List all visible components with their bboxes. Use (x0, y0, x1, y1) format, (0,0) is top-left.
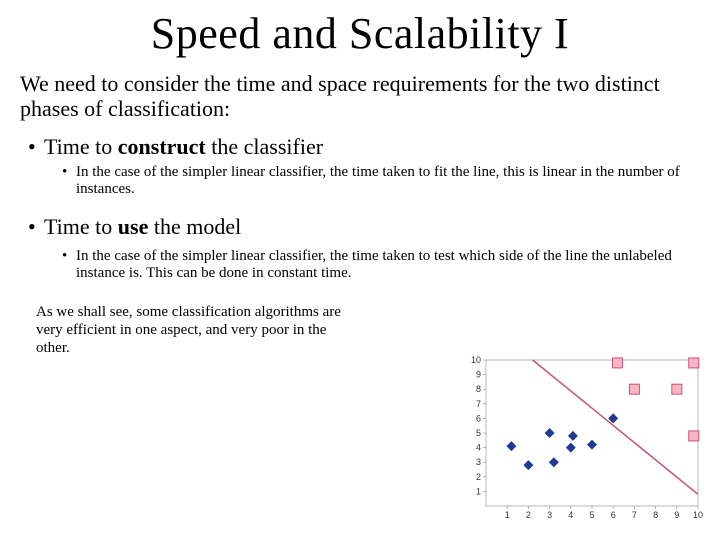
sub-bullet-construct: In the case of the simpler linear classi… (0, 162, 720, 201)
svg-text:9: 9 (674, 510, 679, 520)
svg-text:9: 9 (476, 370, 481, 380)
svg-text:8: 8 (653, 510, 658, 520)
svg-text:2: 2 (476, 472, 481, 482)
svg-text:10: 10 (471, 355, 481, 365)
chart-svg: 1 2 3 4 5 6 7 8 9 10 1 2 3 4 5 6 7 8 9 10 (464, 354, 704, 524)
svg-text:5: 5 (476, 428, 481, 438)
bullet-construct: Time to construct the classifier (0, 126, 720, 162)
svg-text:5: 5 (589, 510, 594, 520)
bullet2-pre: Time to (44, 214, 118, 239)
bullet-use: Time to use the model (0, 200, 720, 242)
svg-text:7: 7 (476, 399, 481, 409)
page-title: Speed and Scalability I (0, 0, 720, 59)
sub-bullet-use: In the case of the simpler linear classi… (0, 242, 720, 285)
bullet2-bold: use (118, 214, 149, 239)
svg-text:6: 6 (476, 413, 481, 423)
scatter-chart: 1 2 3 4 5 6 7 8 9 10 1 2 3 4 5 6 7 8 9 10 (464, 354, 704, 524)
bullet1-post: the classifier (206, 134, 323, 159)
svg-text:3: 3 (547, 510, 552, 520)
svg-text:2: 2 (526, 510, 531, 520)
svg-text:10: 10 (693, 510, 703, 520)
bullet1-bold: construct (118, 134, 206, 159)
svg-text:1: 1 (476, 486, 481, 496)
intro-text: We need to consider the time and space r… (0, 59, 720, 126)
svg-text:3: 3 (476, 457, 481, 467)
svg-text:8: 8 (476, 384, 481, 394)
bullet1-pre: Time to (44, 134, 118, 159)
svg-text:7: 7 (632, 510, 637, 520)
svg-text:1: 1 (505, 510, 510, 520)
closing-text: As we shall see, some classification alg… (0, 285, 370, 357)
svg-text:4: 4 (476, 443, 481, 453)
svg-text:6: 6 (611, 510, 616, 520)
svg-text:4: 4 (568, 510, 573, 520)
bullet2-post: the model (148, 214, 241, 239)
